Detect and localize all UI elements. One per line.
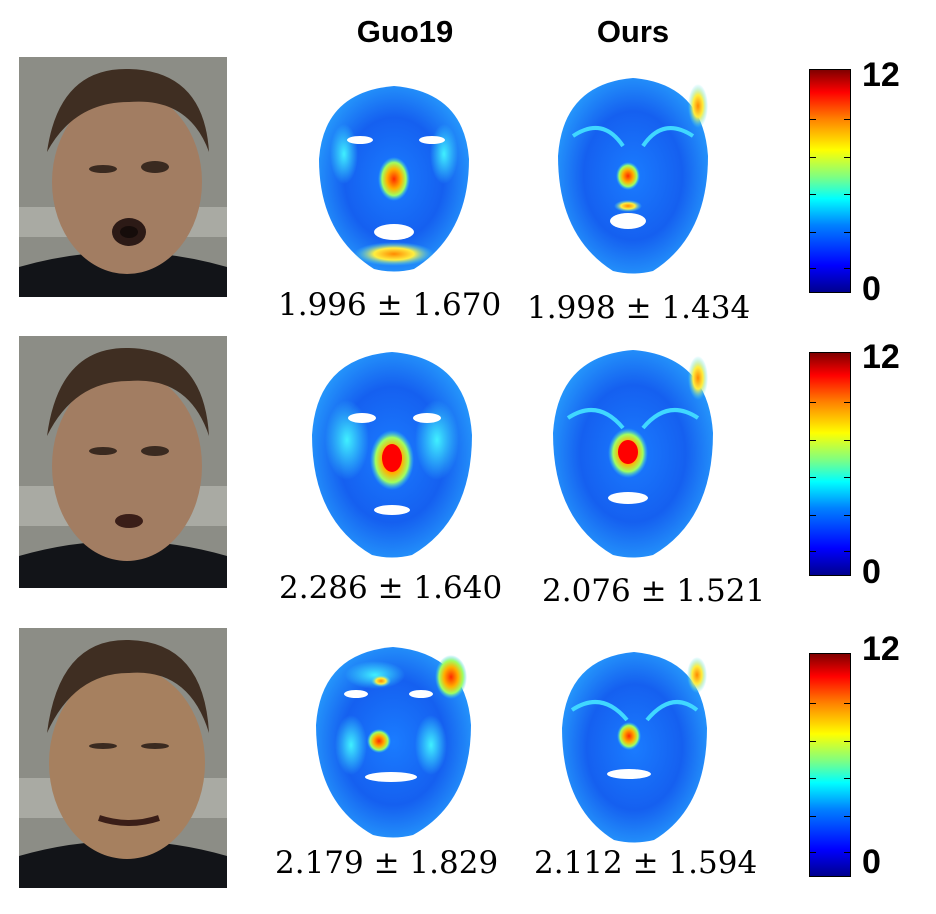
error-heatmap-ours-row-2 <box>553 350 713 558</box>
error-value-ours-row-3: 2.112 ± 1.594 <box>534 845 758 881</box>
column-title-ours: Ours <box>596 14 670 49</box>
colorbar-max-label-row-2: 12 <box>862 338 900 376</box>
error-heatmap-guo19-row-2 <box>312 352 472 558</box>
error-value-guo19-row-1: 1.996 ± 1.670 <box>278 287 502 323</box>
error-value-ours-row-1: 1.998 ± 1.434 <box>527 290 751 326</box>
error-value-guo19-row-2: 2.286 ± 1.640 <box>279 570 503 606</box>
colorbar-row-1 <box>809 69 851 293</box>
error-heatmap-guo19-row-3 <box>316 647 471 838</box>
colorbar-row-2 <box>809 352 851 576</box>
error-value-ours-row-2: 2.076 ± 1.521 <box>542 573 766 609</box>
colorbar-min-label-row-3: 0 <box>862 843 881 881</box>
colorbar-max-label-row-1: 12 <box>862 56 900 94</box>
input-face-photo-1 <box>19 57 227 297</box>
colorbar-max-label-row-3: 12 <box>862 630 900 668</box>
column-title-guo19: Guo19 <box>356 14 454 49</box>
error-value-guo19-row-3: 2.179 ± 1.829 <box>275 845 499 881</box>
colorbar-min-label-row-2: 0 <box>862 553 881 591</box>
colorbar-min-label-row-1: 0 <box>862 270 881 308</box>
error-heatmap-guo19-row-1 <box>319 86 469 272</box>
error-heatmap-ours-row-1 <box>558 78 708 274</box>
input-face-photo-2 <box>19 336 227 588</box>
error-heatmap-ours-row-3 <box>562 652 707 843</box>
input-face-photo-3 <box>19 628 227 888</box>
colorbar-row-3 <box>809 653 851 877</box>
